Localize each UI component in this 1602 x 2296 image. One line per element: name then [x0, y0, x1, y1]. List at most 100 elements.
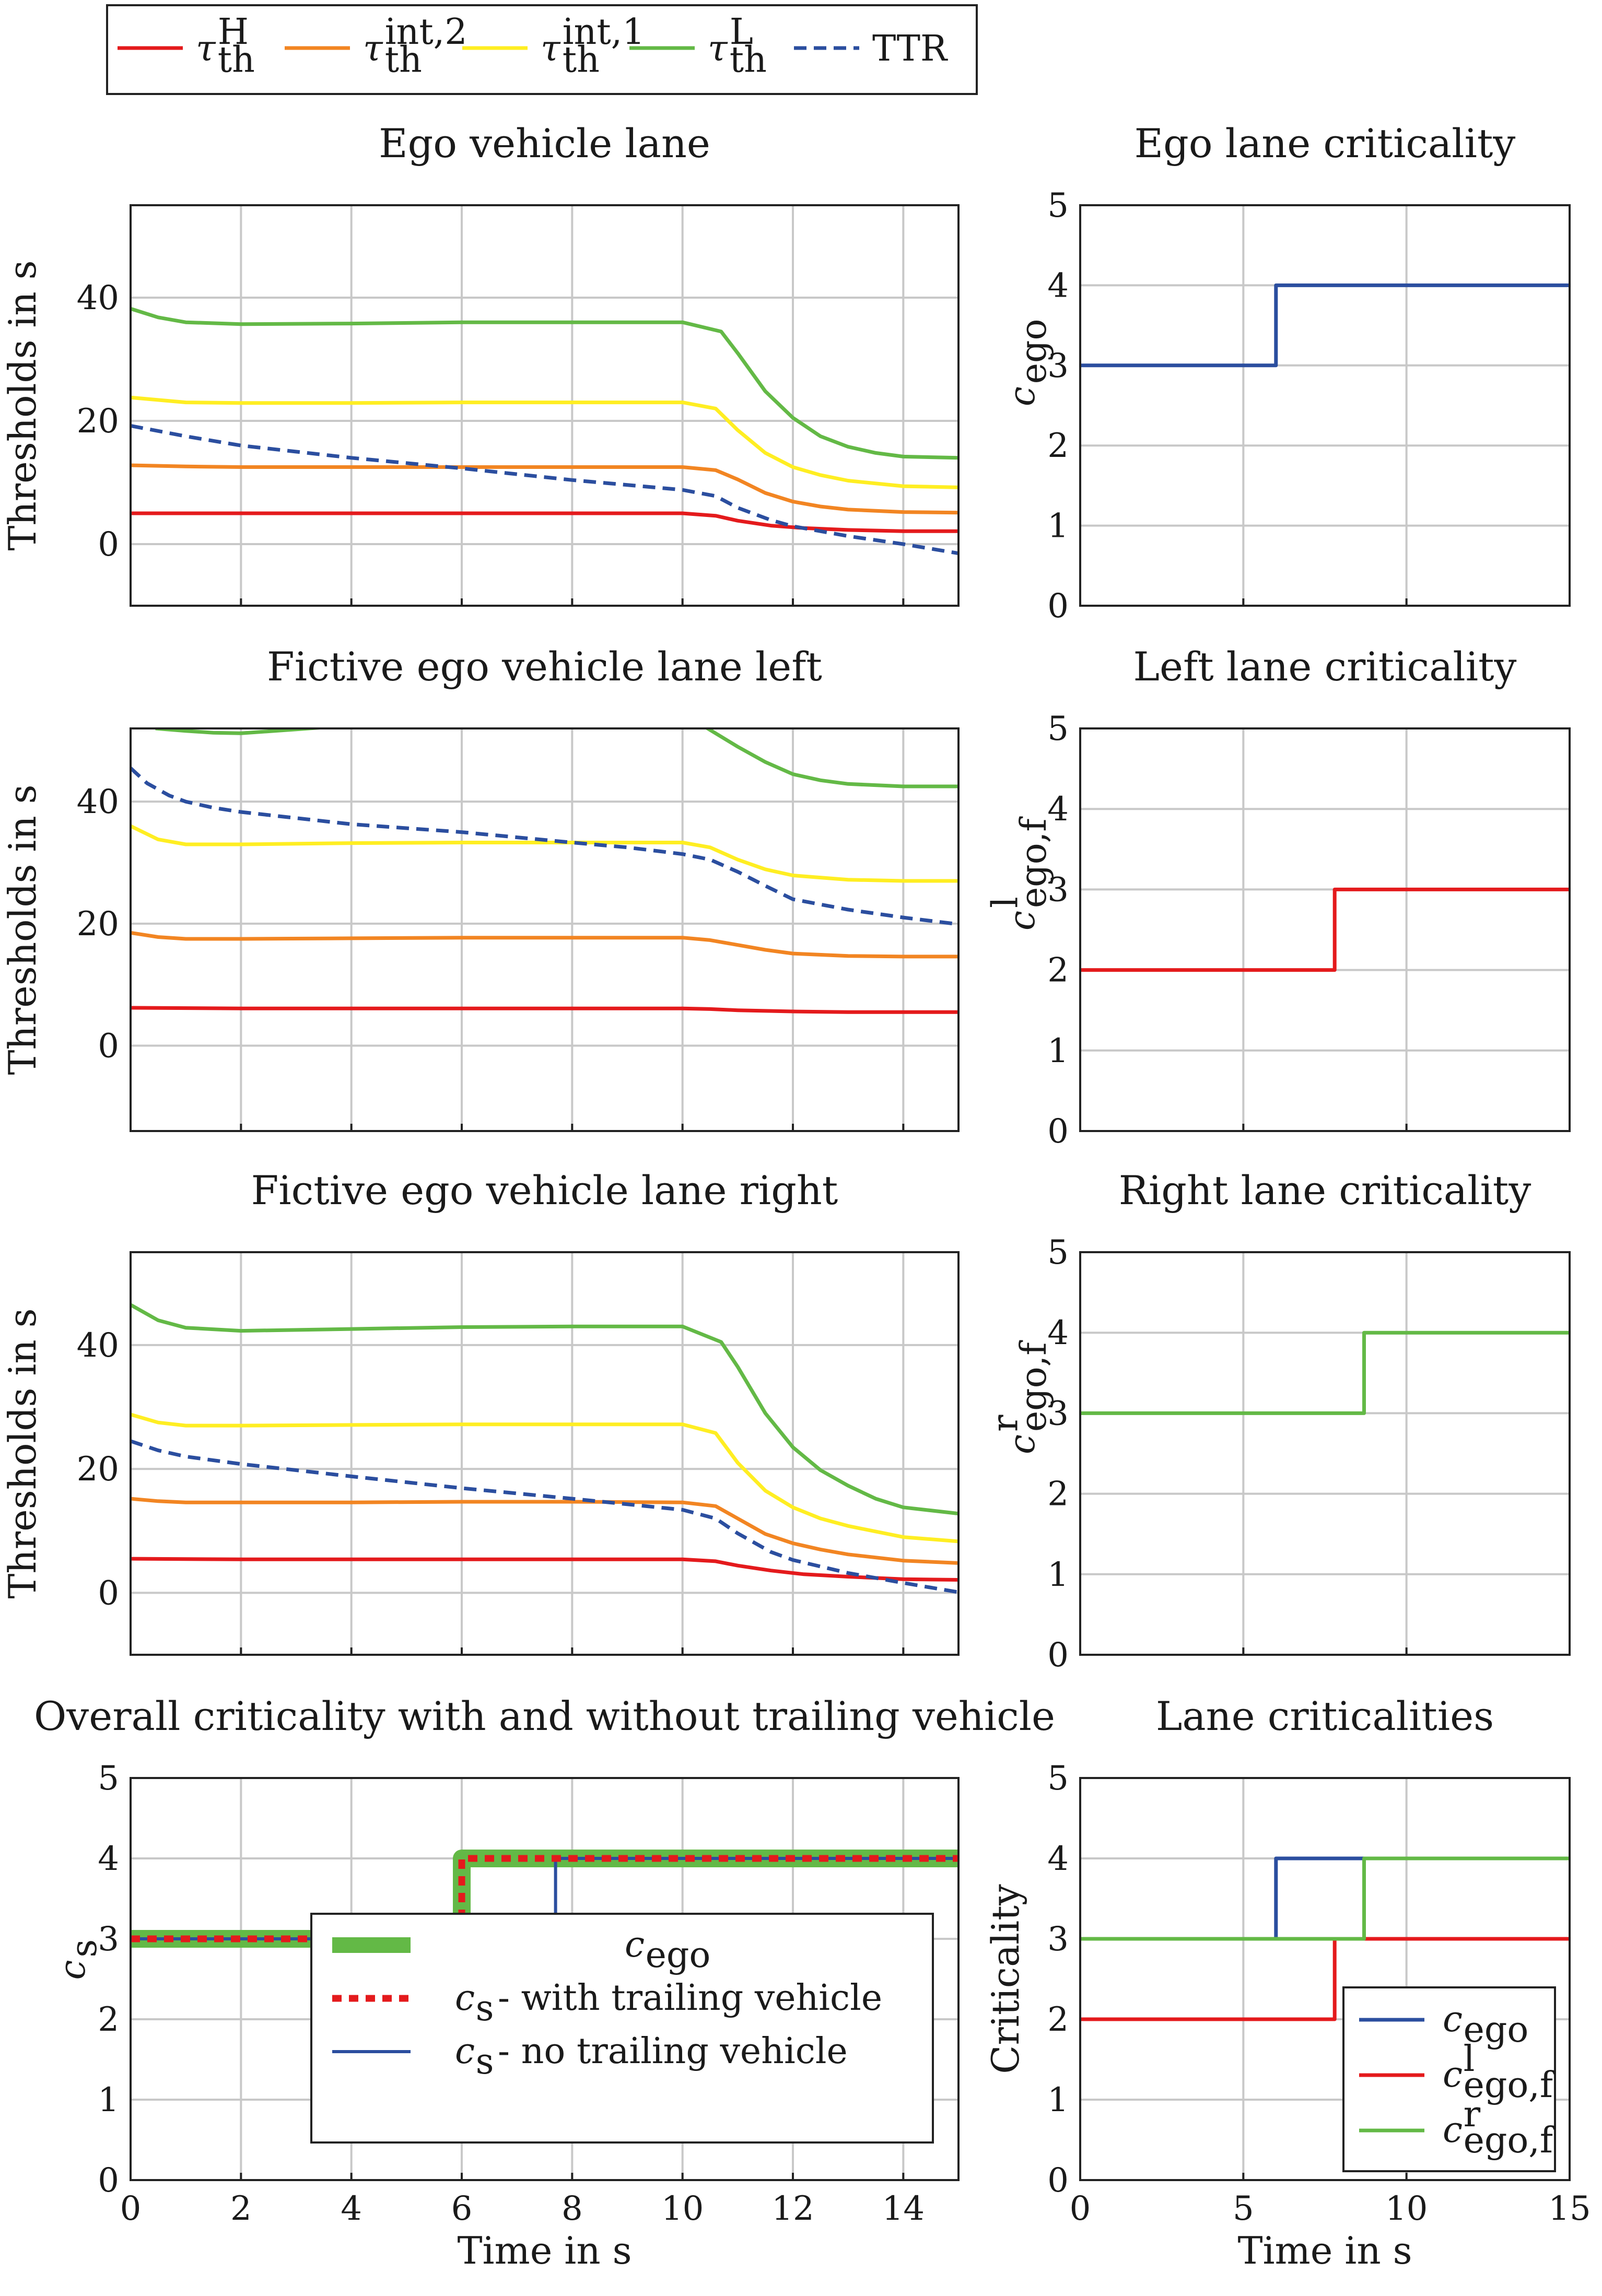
y-axis-label: Thresholds in s: [1, 260, 44, 550]
ytick-label: 2: [98, 2000, 119, 2039]
legend-label-c_right-text: c: [1443, 2110, 1463, 2151]
ytick-label: 0: [98, 1027, 119, 1065]
chart-title: Fictive ego vehicle lane right: [251, 1167, 838, 1214]
y-axis-label: cs: [52, 1939, 105, 1980]
ytick-label: 3: [98, 1920, 119, 1959]
ytick-label: 2: [1047, 427, 1069, 465]
plot-frame: [130, 1251, 960, 1656]
series-tau_int1: [131, 824, 958, 883]
series-c_ego: [1080, 1856, 1570, 1941]
legend-label-tau_int1-sup: int,1: [563, 11, 645, 53]
xtick-label: 10: [1385, 2189, 1428, 2228]
ytick-label: 4: [1047, 1314, 1069, 1352]
legend-label-c_ego: c ego: [1443, 1999, 1528, 2051]
ytick-label: 5: [98, 1759, 119, 1798]
xtick-label: 4: [341, 2189, 362, 2228]
ytick-label: 0: [98, 525, 119, 564]
y-axis-label: Thresholds in s: [1, 784, 44, 1075]
ytick-label: 2: [1047, 2000, 1069, 2039]
plot-frame: [130, 204, 960, 607]
ylabel-math-sub: ego,f: [1013, 816, 1055, 908]
ytick-label: 40: [77, 279, 119, 317]
ytick-label: 0: [1047, 1636, 1069, 1675]
x-axis-label: Time in s: [457, 2229, 632, 2273]
ytick-label: 0: [98, 1574, 119, 1612]
xtick-label: 15: [1548, 2189, 1591, 2228]
ytick-label: 2: [1047, 951, 1069, 990]
series-tau_L: [155, 728, 958, 788]
ylabel-math-sup: l: [985, 897, 1026, 908]
panel-overall_criticality: Overall criticality with and without tra…: [34, 1693, 1055, 2273]
series-tau_L: [131, 1303, 958, 1516]
legend-box: [106, 4, 978, 95]
xtick-label: 0: [1070, 2189, 1091, 2228]
xtick-label: 12: [771, 2189, 814, 2228]
ylabel-math-sub: s: [64, 1939, 105, 1958]
legend-label-ttr: TTR: [872, 28, 948, 69]
xtick-label: 2: [230, 2189, 252, 2228]
ytick-label: 4: [1047, 1840, 1069, 1878]
top-legend: τ Hth τ int,2th τ int,1th τ Lth TTR: [106, 4, 978, 95]
legend-text-cs_with: - with trailing vehicle: [498, 1977, 882, 2019]
xtick-label: 5: [1233, 2189, 1254, 2228]
ytick-label: 5: [1047, 710, 1069, 748]
ylabel-math-text: c: [1002, 386, 1043, 406]
ytick-label: 1: [1047, 1032, 1069, 1070]
series-c_left: [1080, 1937, 1570, 2021]
chart-title: Left lane criticality: [1133, 643, 1517, 690]
series-tau_H: [131, 1557, 958, 1582]
ylabel-math-text: c: [1002, 911, 1043, 931]
ytick-label: 2: [1047, 1475, 1069, 1514]
legend-label-tau_int2-text: τ: [363, 28, 383, 69]
legend-box: [310, 1913, 934, 2144]
legend-label-c_ego-text: c: [1443, 1999, 1463, 2040]
ytick-label: 20: [77, 402, 119, 441]
series-c_right: [1080, 1856, 1570, 1941]
series-group: [131, 307, 958, 556]
ytick-label: 4: [98, 1840, 119, 1878]
xtick-label: 8: [562, 2189, 583, 2228]
series-tau_int1: [131, 395, 958, 489]
ytick-label: 0: [1047, 1112, 1069, 1151]
ytick-label: 40: [77, 783, 119, 821]
chart-title: Ego vehicle lane: [379, 120, 710, 167]
ytick-label: 20: [77, 1450, 119, 1489]
ytick-label: 20: [77, 905, 119, 944]
panel-ego_lane: Ego vehicle lane 0 20 40 Thresholds in s: [1, 120, 960, 607]
ytick-label: 1: [1047, 2081, 1069, 2120]
series-c_left: [1080, 887, 1570, 972]
series-tau_int1: [131, 1412, 958, 1544]
series-ttr: [131, 767, 958, 926]
legend-label-tau_H: τ Hth: [196, 11, 255, 80]
chart-title: Fictive ego vehicle lane left: [267, 643, 822, 690]
legend-label-c_ego_band-sub: ego: [646, 1935, 711, 1976]
plot-frame: [1079, 204, 1571, 607]
ylabel-math-sup: r: [985, 1415, 1026, 1432]
panel-lane_criticalities: Lane criticalities 0 1 2 3 4 5 0 5 10 15 Criticalit…: [984, 1693, 1591, 2273]
legend-label-c_left-text: c: [1443, 2054, 1463, 2095]
series-group: [131, 728, 958, 1014]
legend-label-c_ego_band: c ego: [625, 1924, 710, 1976]
x-axis-label: Time in s: [1237, 2229, 1412, 2273]
plot-frame: [1079, 727, 1571, 1132]
panel-right_lane: Fictive ego vehicle lane right 0 20 40 Thres…: [1, 1167, 960, 1656]
series-ttr: [131, 1439, 958, 1594]
series-cs_with: [131, 1855, 958, 1942]
ytick-label: 0: [1047, 587, 1069, 626]
legend-label-c_left-sub: ego,f: [1464, 2065, 1556, 2106]
series-tau_int2: [131, 463, 958, 515]
ytick-label: 40: [77, 1326, 119, 1365]
xtick-label: 10: [661, 2189, 704, 2228]
